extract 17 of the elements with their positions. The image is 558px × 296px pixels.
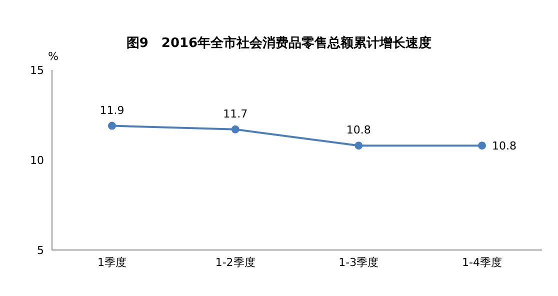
data-label: 10.8 bbox=[346, 124, 371, 137]
y-tick-label: 10 bbox=[30, 154, 44, 167]
point bbox=[478, 142, 486, 150]
y-axis-title: % bbox=[48, 50, 58, 63]
chart-title: 图9 2016年全市社会消费品零售总额累计增长速度 bbox=[126, 36, 432, 51]
data-label: 11.9 bbox=[100, 104, 124, 117]
x-tick-label: 1-2季度 bbox=[215, 256, 256, 269]
y-tick-label: 5 bbox=[37, 244, 44, 257]
y-tick-label: 15 bbox=[30, 64, 44, 77]
x-tick-label: 1-4季度 bbox=[462, 256, 502, 269]
x-tick-label: 1季度 bbox=[98, 256, 126, 269]
point bbox=[108, 122, 116, 130]
point bbox=[354, 142, 363, 150]
x-tick-label: 1-3季度 bbox=[338, 256, 379, 269]
point bbox=[231, 125, 240, 134]
data-label: 10.8 bbox=[492, 140, 516, 153]
data-label: 11.7 bbox=[223, 107, 248, 120]
